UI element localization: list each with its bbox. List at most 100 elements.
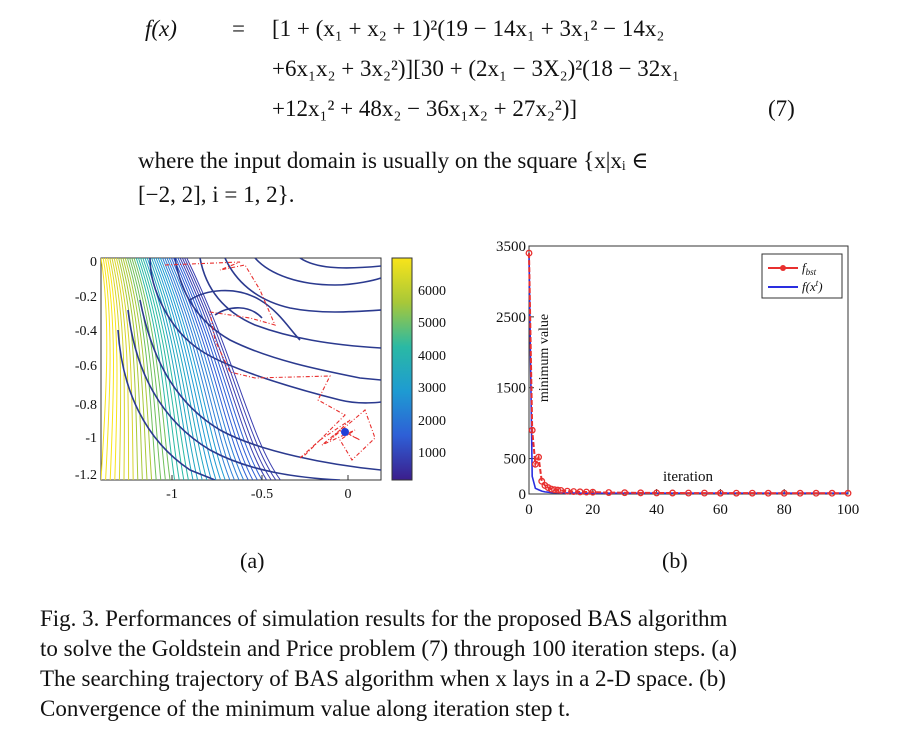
contour-line [151,258,208,480]
contour-line [162,258,231,480]
series-fbst-point [764,489,772,497]
equation-number: (7) [768,96,795,121]
series-fbst-point [576,488,584,496]
chart-ylabel: minimum value [537,314,552,402]
chart-legend: fbst f(xt) [761,253,843,299]
series-fbst-point [535,453,543,461]
colorbar [391,257,413,481]
equation-line-3: +12x₁² + 48x₂ − 36x₁x₂ + 27x₂²)] [272,96,578,121]
contour-line [159,258,226,480]
caption-line-2: to solve the Goldstein and Price problem… [40,636,737,661]
series-fbst-point [716,489,724,497]
series-fbst-point [685,489,692,497]
contour-line [137,258,180,480]
series-fbst-point [551,486,558,494]
contour-line [133,258,171,480]
paragraph-line-2: [−2, 2], i = 1, 2}. [138,182,295,207]
chart-x-tick: 80 [777,502,792,518]
contour-line [173,258,254,480]
contour-line [109,258,122,480]
series-fbst-point [544,484,552,492]
contour-line [146,258,199,480]
series-fbst-point [748,489,756,497]
contour-y-axis: 0 -0.2 -0.4 -0.6 -0.8 -1 -1.2 [75,255,97,483]
contour-lines [101,258,381,480]
series-fbst-point [589,488,597,496]
series-fbst-point [732,489,740,497]
series-fbst-point [531,460,539,468]
contour-y-tick: -0.4 [75,324,97,339]
contour-line [129,258,162,480]
series-fbst-point [701,489,708,497]
caption-line-1: Fig. 3. Performances of simulation resul… [40,606,728,631]
contour-line [164,258,235,480]
paragraph-line-1: where the input domain is usually on the… [138,148,649,173]
equation-line-1: [1 + (x₁ + x₂ + 1)²(19 − 14x₁ + 3x₁² − 1… [272,16,665,41]
contour-line [157,258,222,480]
contour-line [126,258,157,480]
chart-xlabel: iteration [663,469,713,485]
contour-line [120,258,143,480]
colorbar-tick: 4000 [418,349,446,364]
figure-b-label: (b) [662,548,688,573]
contour-line [113,258,130,480]
series-fbst-point [669,489,676,497]
series-fbst-point [570,488,578,495]
equation-lhs: f(x) [145,16,177,41]
series-fbst-point [796,489,804,497]
series-fbst-point [547,485,555,493]
contour-line [140,258,185,480]
legend-fbst: fbst [802,260,817,277]
series-fbst-point [828,489,836,497]
chart-x-tick: 60 [713,502,728,518]
contour-line [168,258,245,480]
contour-line [122,258,148,480]
series-fbst-point [605,489,613,497]
contour-line [153,258,212,480]
trajectory-endpoint-marker [341,428,349,436]
contour-y-tick: -1 [85,431,97,446]
chart-x-tick: 100 [837,502,860,518]
contour-line [155,258,217,480]
series-fbst-point [637,489,645,497]
figure-caption: Fig. 3. Performances of simulation resul… [40,604,910,724]
colorbar-tick: 5000 [418,316,446,331]
contour-line [179,258,268,480]
colorbar-tick: 1000 [418,446,446,461]
chart-y-tick: 1500 [496,381,526,397]
chart-x-tick: 20 [585,502,600,518]
contour-line [148,258,203,480]
colorbar-tick: 3000 [418,381,446,396]
equation-equals: = [232,16,245,41]
chart-y-tick: 0 [519,487,527,503]
series-fbst-point [780,489,788,497]
contour-line [186,258,281,480]
caption-line-3: The searching trajectory of BAS algorith… [40,666,726,691]
series-fbst-point [557,487,565,494]
contour-y-tick: -1.2 [75,468,97,483]
chart-x-tick: 40 [649,502,664,518]
legend-fxt: f(xt) [802,278,823,294]
series-fbst-point [528,426,536,434]
contour-x-tick: -1 [166,487,178,502]
contour-y-tick: -0.8 [75,398,97,413]
contour-line [177,258,263,480]
contour-line [102,258,111,480]
chart-x-tick: 0 [525,502,533,518]
chart-y-tick: 2500 [496,310,526,326]
series-fbst-point [525,249,533,257]
contour-y-tick: -0.2 [75,290,97,305]
chart-series [525,249,852,497]
contour-line [181,258,272,480]
contour-x-tick: 0 [345,487,352,502]
series-fbst-point [653,489,661,497]
equation-line-2: +6x₁x₂ + 3x₂²)][30 + (2x₁ − 3X₂)²(18 − 3… [272,56,680,81]
contour-line [115,258,134,480]
series-fbst-point [582,488,590,496]
contour-line [104,258,114,480]
colorbar-ticks: 6000 5000 4000 3000 2000 1000 [418,284,446,461]
contour-line [124,258,153,480]
chart-y-tick: 500 [504,452,527,468]
